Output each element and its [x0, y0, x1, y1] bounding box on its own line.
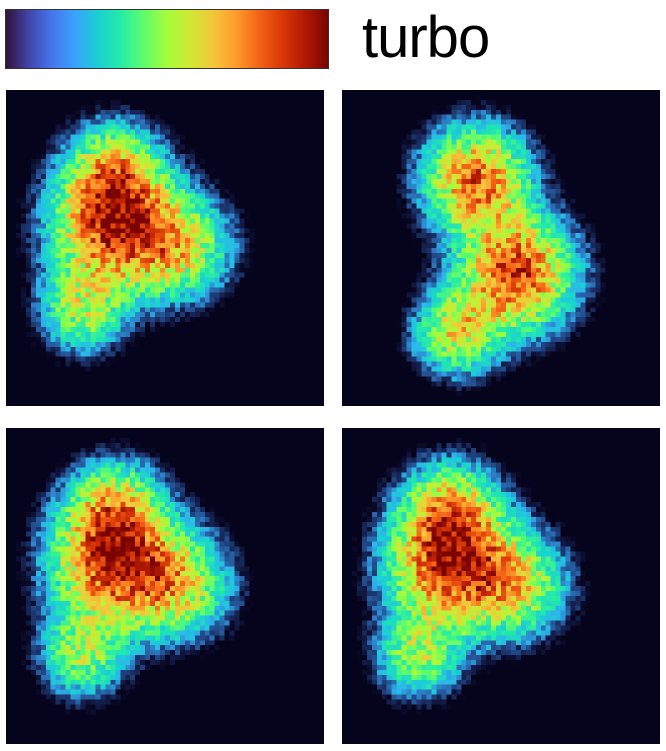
heatmap-canvas: [6, 428, 324, 744]
heatmap-canvas: [342, 90, 660, 406]
colorbar-rect: [6, 10, 328, 68]
heatmap-panel-bottom-right: [342, 428, 660, 744]
heatmap-panel-top-right: [342, 90, 660, 406]
heatmap-panel-top-left: [6, 90, 324, 406]
colorbar: [5, 9, 329, 69]
colorbar-gradient: [6, 10, 328, 68]
colormap-name-label: turbo: [362, 5, 490, 70]
heatmap-canvas: [6, 90, 324, 406]
heatmap-canvas: [342, 428, 660, 744]
heatmap-panel-bottom-left: [6, 428, 324, 744]
